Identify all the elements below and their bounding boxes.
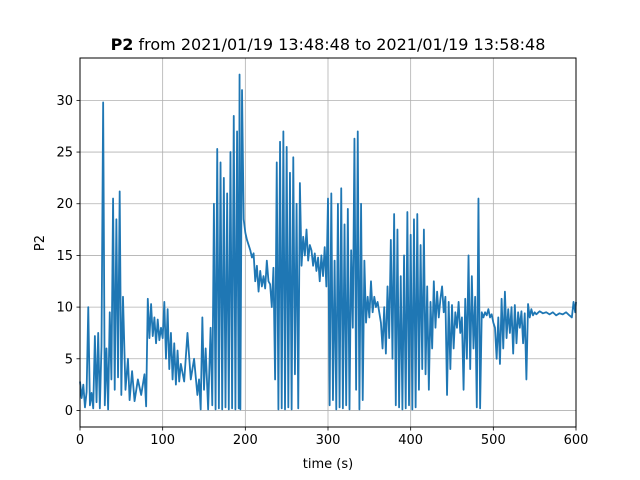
series-layer — [79, 73, 577, 411]
x-tick-label: 300 — [316, 433, 341, 448]
y-tick-label: 15 — [56, 249, 73, 264]
x-tick-label: 100 — [150, 433, 175, 448]
x-tick-label: 0 — [76, 433, 84, 448]
y-tick-label: 0 — [65, 404, 73, 419]
x-tick-label: 500 — [481, 433, 506, 448]
y-tick-label: 30 — [56, 94, 73, 109]
chart-title: P2 from 2021/01/19 13:48:48 to 2021/01/1… — [111, 35, 546, 54]
x-tick-label: 400 — [398, 433, 423, 448]
y-axis-ticks: 0 5 10 15 20 25 30 — [56, 94, 80, 419]
y-tick-label: 10 — [56, 301, 73, 316]
y-tick-label: 20 — [56, 197, 73, 212]
y-axis-label: P2 — [33, 235, 48, 251]
x-axis-label: time (s) — [303, 457, 353, 472]
chart-title-rest: from 2021/01/19 13:48:48 to 2021/01/19 1… — [133, 35, 545, 54]
x-axis-ticks: 0 100 200 300 400 500 600 — [76, 427, 589, 448]
y-tick-label: 5 — [65, 352, 73, 367]
x-tick-label: 200 — [233, 433, 258, 448]
x-tick-label: 600 — [564, 433, 589, 448]
chart-title-bold: P2 — [111, 35, 134, 54]
series-line-0 — [79, 73, 577, 411]
y-tick-label: 25 — [56, 146, 73, 161]
